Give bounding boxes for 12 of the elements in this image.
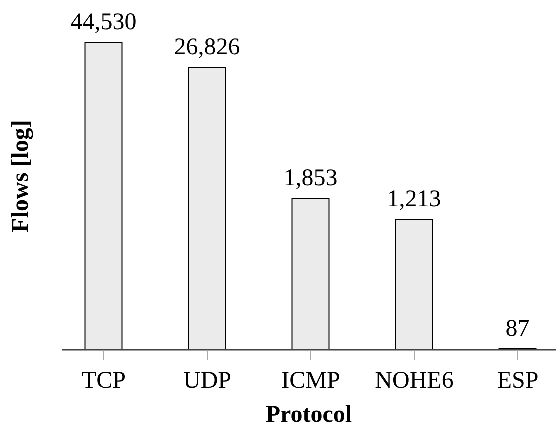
data-label: 1,853 xyxy=(284,166,338,192)
data-label: 26,826 xyxy=(174,34,240,61)
x-tick-label: UDP xyxy=(183,368,232,394)
x-tick-label: ESP xyxy=(497,368,539,394)
data-label: 44,530 xyxy=(70,10,137,36)
data-label: 1,213 xyxy=(387,186,442,213)
x-axis-title: Protocol xyxy=(266,402,352,428)
y-axis-title: Flows [log] xyxy=(8,120,34,233)
x-tick-label: TCP xyxy=(82,368,126,394)
x-tick-label: NOHE6 xyxy=(375,368,454,394)
x-tick-label: ICMP xyxy=(282,368,340,394)
data-label: 87 xyxy=(506,316,530,342)
